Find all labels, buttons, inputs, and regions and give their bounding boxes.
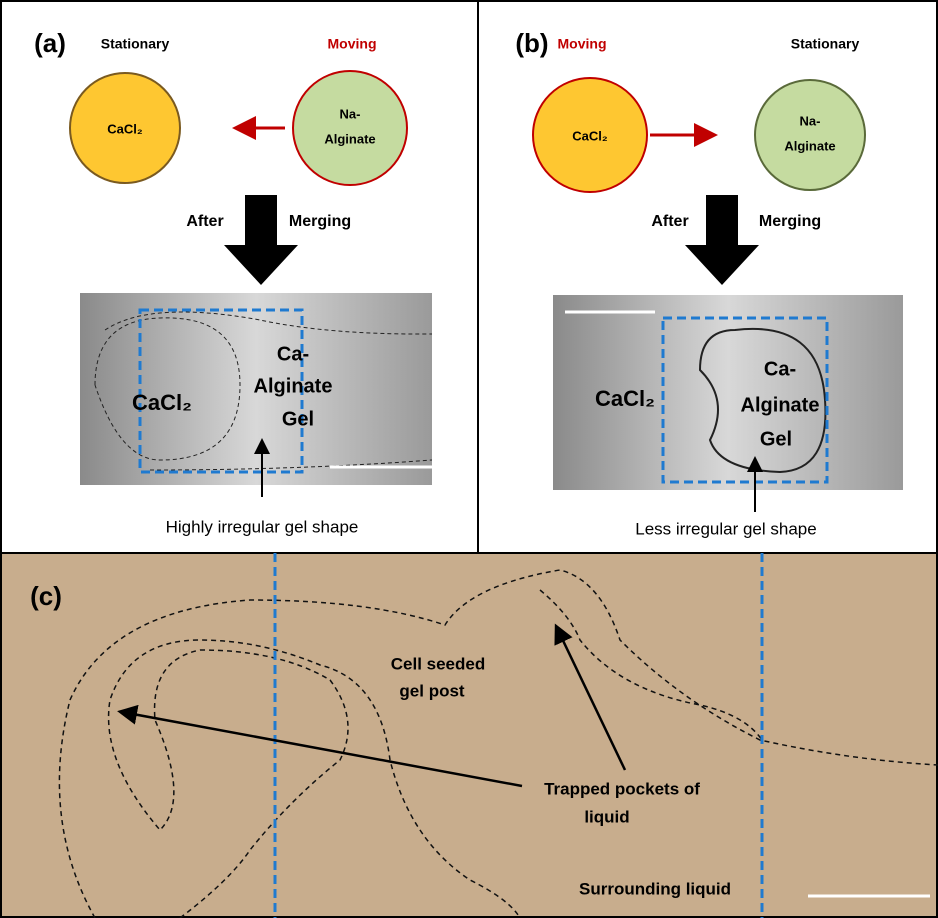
image-label: CaCl₂ (595, 386, 655, 411)
circle-label: Na- (340, 106, 361, 121)
state-label: Stationary (101, 36, 170, 52)
panel-label: (b) (515, 28, 548, 58)
image-label: Gel (760, 428, 792, 450)
circle-label: CaCl₂ (572, 128, 608, 143)
image-label: Ca- (764, 358, 796, 380)
annotation: Cell seeded (391, 654, 486, 673)
state-label: Moving (328, 36, 377, 52)
annotation: Trapped pockets of (544, 779, 700, 798)
image-label: Ca- (277, 343, 309, 365)
merging-label: Merging (759, 213, 821, 230)
state-label: Stationary (791, 36, 860, 52)
caption: Highly irregular gel shape (166, 517, 359, 536)
annotation: liquid (584, 807, 629, 826)
circle-label: Alginate (784, 138, 835, 153)
alginate-circle (293, 71, 407, 185)
circle-label: Alginate (324, 131, 375, 146)
merging-label: Merging (289, 213, 351, 230)
annotation: gel post (399, 681, 465, 700)
alginate-circle (755, 80, 865, 190)
micrograph-c (0, 553, 938, 918)
image-label: Alginate (741, 394, 820, 416)
figure: (a) Stationary Moving CaCl₂ Na- Alginate… (0, 0, 938, 918)
panel-label: (a) (34, 28, 66, 58)
image-label: CaCl₂ (132, 390, 192, 415)
image-label: Gel (282, 408, 314, 430)
state-label: Moving (558, 36, 607, 52)
after-label: After (186, 213, 223, 230)
circle-label: Na- (800, 113, 821, 128)
after-label: After (651, 213, 688, 230)
caption: Less irregular gel shape (635, 519, 816, 538)
panel-label: (c) (30, 581, 62, 611)
image-label: Alginate (254, 375, 333, 397)
circle-label: CaCl₂ (107, 121, 143, 136)
annotation: Surrounding liquid (579, 879, 731, 898)
